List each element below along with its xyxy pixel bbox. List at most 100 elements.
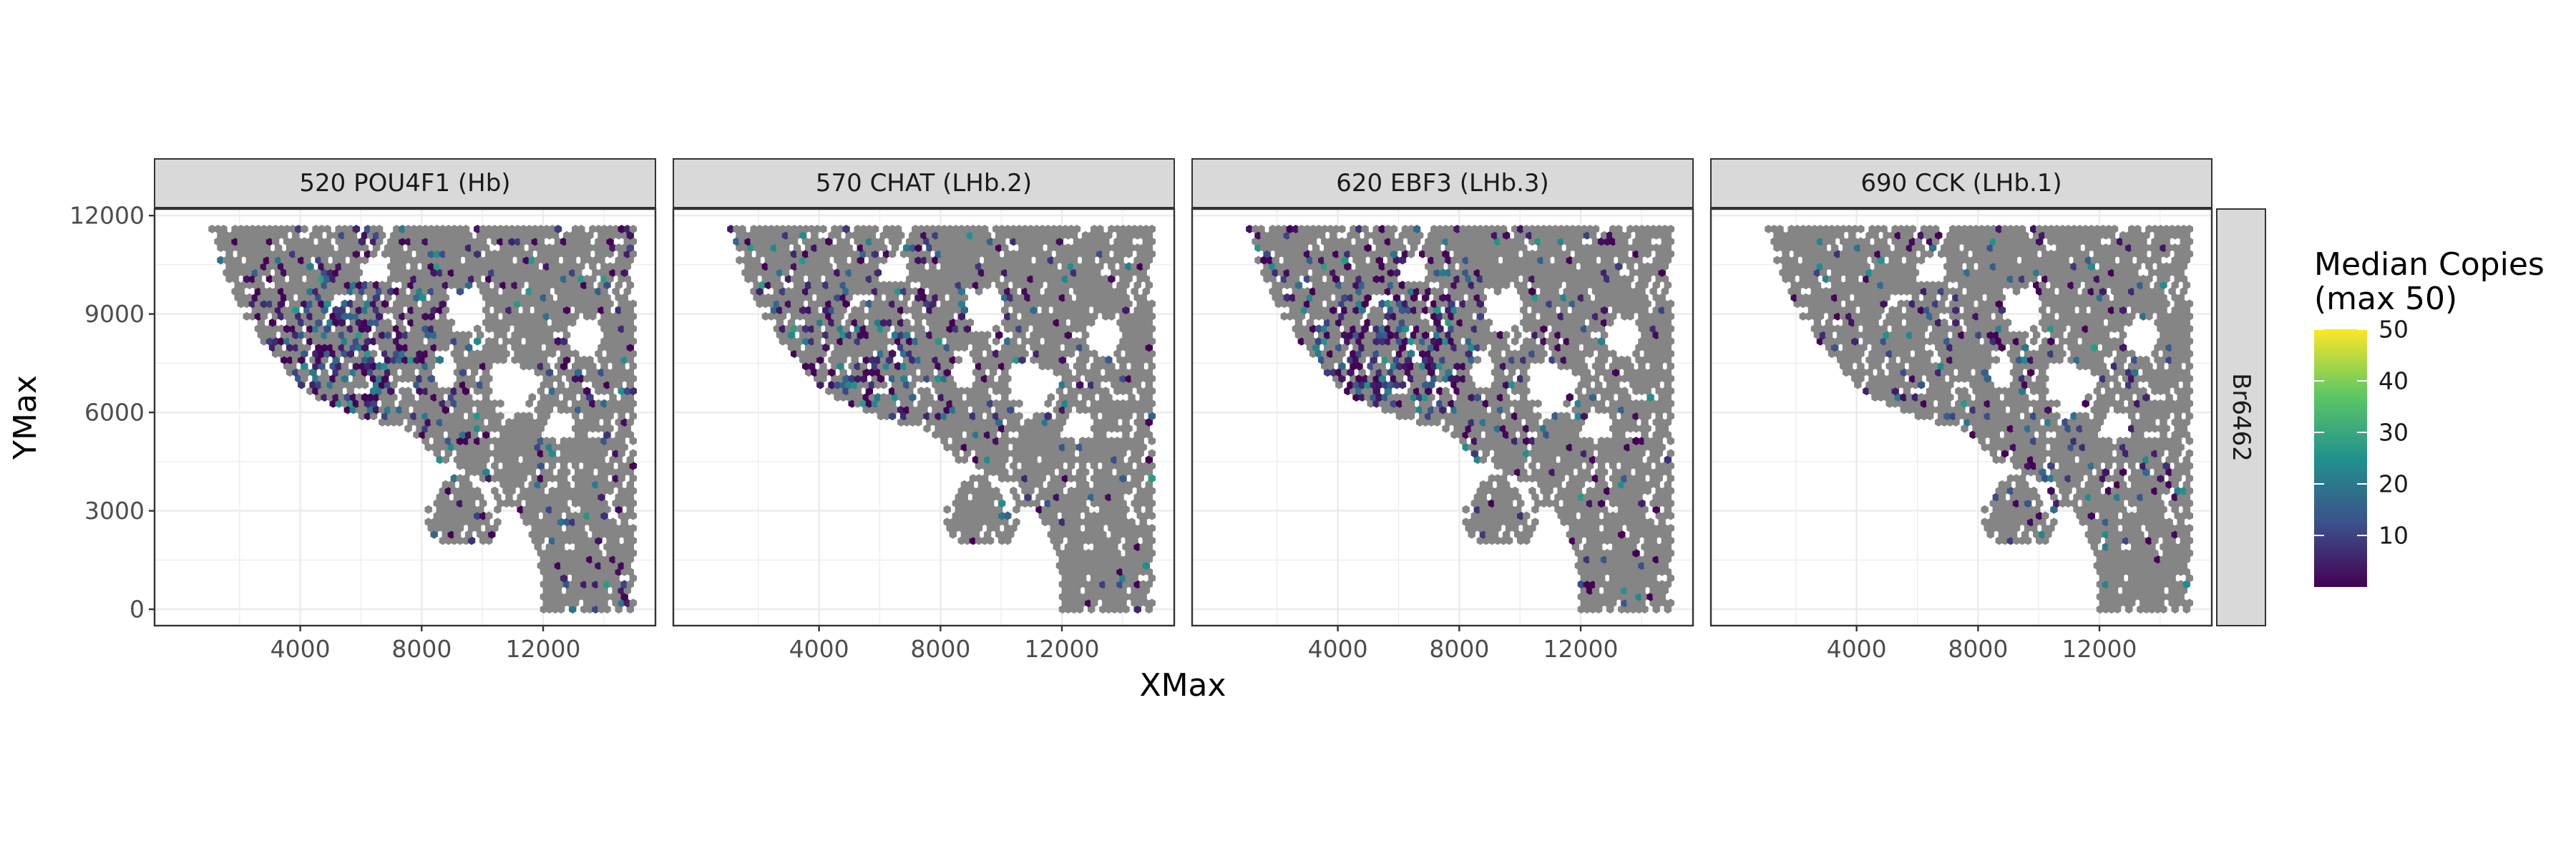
- hex-cell: [528, 318, 536, 327]
- hex-cell: [623, 349, 631, 359]
- hex-cell: [597, 605, 605, 614]
- hex-cell: [361, 355, 369, 364]
- hex-cell: [609, 580, 617, 589]
- hex-cell: [586, 442, 594, 452]
- hex-cell: [477, 492, 484, 502]
- hex-cell: [586, 592, 594, 601]
- hex-cell: [384, 393, 392, 402]
- hex-cell: [404, 387, 412, 396]
- hex-cell: [312, 324, 320, 334]
- hex-cell: [477, 405, 484, 414]
- hex-cell: [534, 417, 542, 427]
- hex-cell: [464, 492, 473, 502]
- hex-cell: [531, 474, 539, 483]
- hex-cell: [519, 424, 527, 433]
- hex-cell: [592, 580, 600, 589]
- facet-panels: 520 POU4F1 (Hb) 570 CHAT (LHb.2) 620 EBF3 …: [153, 158, 2213, 627]
- hex-cell: [603, 368, 611, 377]
- hex-cell: [471, 455, 479, 465]
- hex-cell: [517, 355, 525, 364]
- hex-cell: [326, 343, 334, 352]
- hex-cell: [615, 405, 623, 414]
- hex-cell: [277, 311, 286, 321]
- hex-cell: [560, 474, 568, 483]
- hex-cell: [381, 399, 389, 408]
- hex-cell: [517, 467, 525, 477]
- hex-cell: [306, 324, 314, 334]
- hex-cell: [450, 387, 459, 396]
- hex-cell: [393, 336, 401, 346]
- hex-cell: [562, 567, 571, 576]
- hex-cell: [369, 399, 378, 408]
- hex-cell: [514, 499, 522, 508]
- hex-cell: [407, 331, 415, 339]
- hex-cell: [372, 368, 381, 377]
- hex-cell: [548, 399, 557, 408]
- hex-cell: [295, 349, 303, 359]
- hex-cell: [464, 467, 473, 477]
- hex-cell: [450, 474, 459, 483]
- hex-cell: [572, 486, 580, 495]
- hex-cell: [580, 480, 588, 489]
- hex-cell: [554, 523, 562, 533]
- hex-cell: [464, 417, 473, 427]
- hex-cell: [456, 387, 464, 396]
- hex-cell: [450, 336, 459, 346]
- hex-cell: [569, 592, 577, 601]
- hex-cell: [421, 437, 429, 445]
- hex-cell: [609, 518, 617, 527]
- hex-cell: [384, 417, 392, 427]
- hex-cell: [589, 523, 597, 533]
- hex-cell: [424, 442, 432, 452]
- hex-cell: [537, 387, 545, 396]
- hex-cell: [450, 399, 459, 408]
- hex-cell: [312, 349, 320, 359]
- hex-cell: [271, 349, 280, 359]
- hex-cell: [474, 511, 482, 520]
- hex-cell: [502, 424, 510, 433]
- hex-cell: [600, 499, 608, 508]
- hex-cell: [586, 567, 594, 576]
- hex-cell: [467, 499, 476, 508]
- hex-cell: [464, 343, 473, 352]
- hex-cell: [358, 324, 366, 334]
- hex-cell: [450, 424, 459, 433]
- hex-cell: [572, 461, 580, 470]
- hex-cell: [491, 349, 499, 359]
- hex-cell: [623, 336, 631, 346]
- hex-cell: [366, 368, 375, 377]
- hex-cell: [528, 430, 536, 440]
- hex-cell: [537, 499, 545, 508]
- hex-cell: [626, 505, 634, 514]
- hex-cell: [268, 318, 277, 327]
- hex-cell: [551, 592, 560, 601]
- hex-cell: [554, 511, 562, 520]
- hex-cell: [430, 343, 438, 352]
- hex-cell: [597, 380, 605, 389]
- hex-cell: [295, 311, 303, 321]
- hex-cell: [551, 505, 560, 514]
- hex-cell: [620, 467, 628, 477]
- hex-cell: [343, 380, 351, 389]
- hex-cell: [477, 467, 484, 477]
- hex-cell: [577, 399, 585, 408]
- hex-cell: [312, 311, 320, 321]
- hex-cell: [592, 480, 600, 489]
- hex-cell: [471, 467, 479, 477]
- hex-cell: [430, 405, 438, 414]
- hex-cell: [396, 331, 404, 339]
- hex-cell: [534, 518, 542, 527]
- hex-cell: [545, 368, 554, 377]
- hex-cell: [618, 324, 625, 334]
- hex-cell: [439, 412, 447, 421]
- hex-cell: [609, 455, 617, 465]
- hex-cell: [453, 393, 462, 402]
- hex-cell: [577, 548, 585, 558]
- hex-cell: [623, 523, 631, 533]
- hex-cell: [609, 368, 617, 377]
- hex-cell: [548, 374, 557, 383]
- hex-cell: [569, 393, 577, 402]
- hex-cell: [603, 343, 611, 352]
- hex-cell: [597, 405, 605, 414]
- hex-cell: [464, 430, 473, 440]
